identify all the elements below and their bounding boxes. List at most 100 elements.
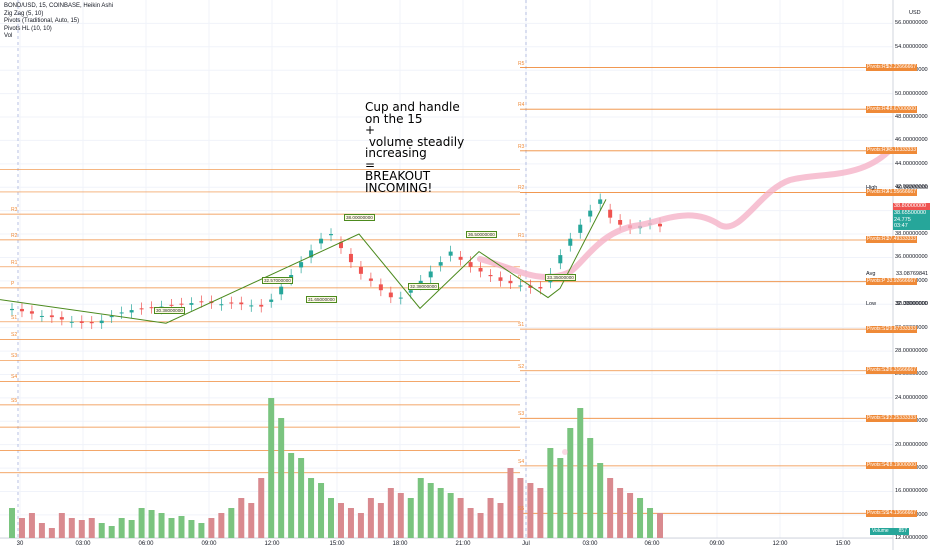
- volume-bar: [497, 503, 504, 538]
- candle-body: [179, 303, 184, 305]
- volume-bar: [607, 478, 614, 538]
- candle-body: [398, 297, 403, 299]
- price-tick: 46.00000000: [895, 137, 928, 144]
- price-tick: 44.00000000: [895, 160, 928, 167]
- candle-body: [348, 253, 353, 263]
- annotation-line: +: [365, 123, 376, 137]
- volume-badge: Volume 857: [870, 528, 909, 535]
- time-tick: 12:00: [772, 541, 788, 547]
- indicator-pivots[interactable]: Pivots (Traditional, Auto, 15): [4, 18, 80, 24]
- projection-path: [477, 147, 893, 455]
- volume-bar: [637, 498, 644, 538]
- pivot-short-label: P: [518, 274, 522, 281]
- pivot-short-label: S3: [518, 411, 525, 418]
- candle-body: [229, 302, 234, 304]
- volume-bar: [168, 518, 175, 538]
- pivot-tag: Pivots:R2 41.55666667: [866, 188, 917, 196]
- candle-body: [69, 321, 74, 323]
- annotation-line: on the 15: [365, 111, 423, 126]
- last-price: 38.65500000: [894, 210, 927, 216]
- candle-body: [498, 277, 503, 281]
- zigzag-value-label: 30.38000000: [154, 307, 185, 314]
- pivot-short-label: R4: [518, 102, 525, 109]
- indicator-pivots-hl[interactable]: Pivots HL (10, 10): [4, 25, 52, 32]
- candle-body: [568, 238, 573, 246]
- candle-body: [329, 234, 334, 236]
- volume-bar: [427, 483, 434, 538]
- volume-bar: [337, 503, 344, 538]
- volume-bar: [188, 520, 195, 538]
- zigzag-line: [0, 199, 607, 324]
- volume-bar: [557, 458, 564, 538]
- price-tick: 24.00000000: [895, 394, 928, 401]
- candle-body: [378, 284, 383, 291]
- volume-bar: [547, 448, 554, 538]
- volume-bar: [457, 498, 464, 538]
- pivot-tag: Pivots:R5 52.22666667: [866, 64, 917, 72]
- chart-annotation[interactable]: Cup and handle on the 15 + volume steadi…: [365, 101, 465, 195]
- time-tick: 09:00: [709, 541, 725, 547]
- candle-body: [558, 255, 563, 264]
- red-price-badge: 38.80000000: [893, 203, 930, 210]
- annotation-line: volume steadily: [365, 134, 465, 149]
- pivot-tag: Pivots:R3 45.11333333: [866, 147, 917, 155]
- volume-bar: [9, 508, 15, 538]
- volume-bar: [347, 508, 354, 538]
- candle-body: [388, 292, 393, 298]
- candle-body: [518, 285, 523, 287]
- volume-bar: [587, 438, 594, 538]
- volume-bar: [407, 498, 414, 538]
- candle-body: [169, 304, 174, 306]
- price-tick: 38.00000000: [895, 231, 928, 238]
- time-tick: 09:00: [201, 541, 217, 547]
- price-tick: 56.00000000: [895, 20, 928, 27]
- annotation-line: BREAKOUT: [365, 169, 431, 183]
- candle-body: [219, 304, 224, 306]
- indicator-zigzag[interactable]: Zig Zag (5, 10): [4, 10, 44, 17]
- annotation-line: INCOMING!: [365, 180, 433, 195]
- volume-bar: [218, 513, 225, 538]
- candles: [10, 193, 662, 330]
- time-tick: 21:00: [455, 541, 471, 547]
- zigzag-value-label: 32.38000000: [408, 283, 439, 290]
- volume-bar: [58, 513, 65, 538]
- last-price-badge: 38.65500000 24.775 03:47: [893, 210, 930, 230]
- prev-pivot-short-label: R2: [11, 232, 18, 239]
- volume-bar: [178, 516, 185, 538]
- candle-body: [478, 267, 483, 272]
- volume-bar: [527, 483, 534, 538]
- pivot-short-label: S2: [518, 363, 525, 370]
- volume-bar: [367, 498, 374, 538]
- volume-bar: [417, 478, 424, 538]
- pivot-tag: Pivots:S2 26.31666667: [866, 367, 917, 375]
- volume-bar: [18, 518, 25, 538]
- symbol-line[interactable]: BOND/USD, 15, COINBASE, Heikin Ashi: [4, 3, 114, 9]
- candle-body: [319, 238, 324, 244]
- volume-bar: [387, 488, 394, 538]
- volume-bar: [567, 428, 574, 538]
- time-tick: 12:00: [264, 541, 280, 547]
- price-tick: 50.00000000: [895, 90, 928, 97]
- time-tick: Jul: [522, 541, 530, 547]
- candle-body: [368, 278, 373, 281]
- volume-bar: [597, 463, 604, 538]
- prev-pivot-short-label: S2: [11, 332, 18, 339]
- candle-body: [538, 286, 543, 289]
- volume-bar: [328, 498, 335, 538]
- volume-bar: [128, 520, 135, 538]
- candle-body: [468, 262, 473, 267]
- price-tick: 36.00000000: [895, 254, 928, 261]
- pivot-short-label: S5: [518, 506, 525, 513]
- indicator-vol[interactable]: Vol: [4, 33, 13, 39]
- pivot-tag: Pivots:S5 14.13666667: [866, 509, 917, 517]
- candle-body: [448, 251, 453, 256]
- last-change: 24.775: [894, 216, 911, 223]
- volume-bar: [108, 526, 115, 538]
- projection-stroke: [477, 147, 893, 281]
- candle-body: [428, 271, 433, 278]
- volume-bar: [357, 513, 364, 538]
- candle-body: [249, 305, 254, 307]
- candle-body: [39, 315, 44, 317]
- volume-bar: [467, 508, 474, 538]
